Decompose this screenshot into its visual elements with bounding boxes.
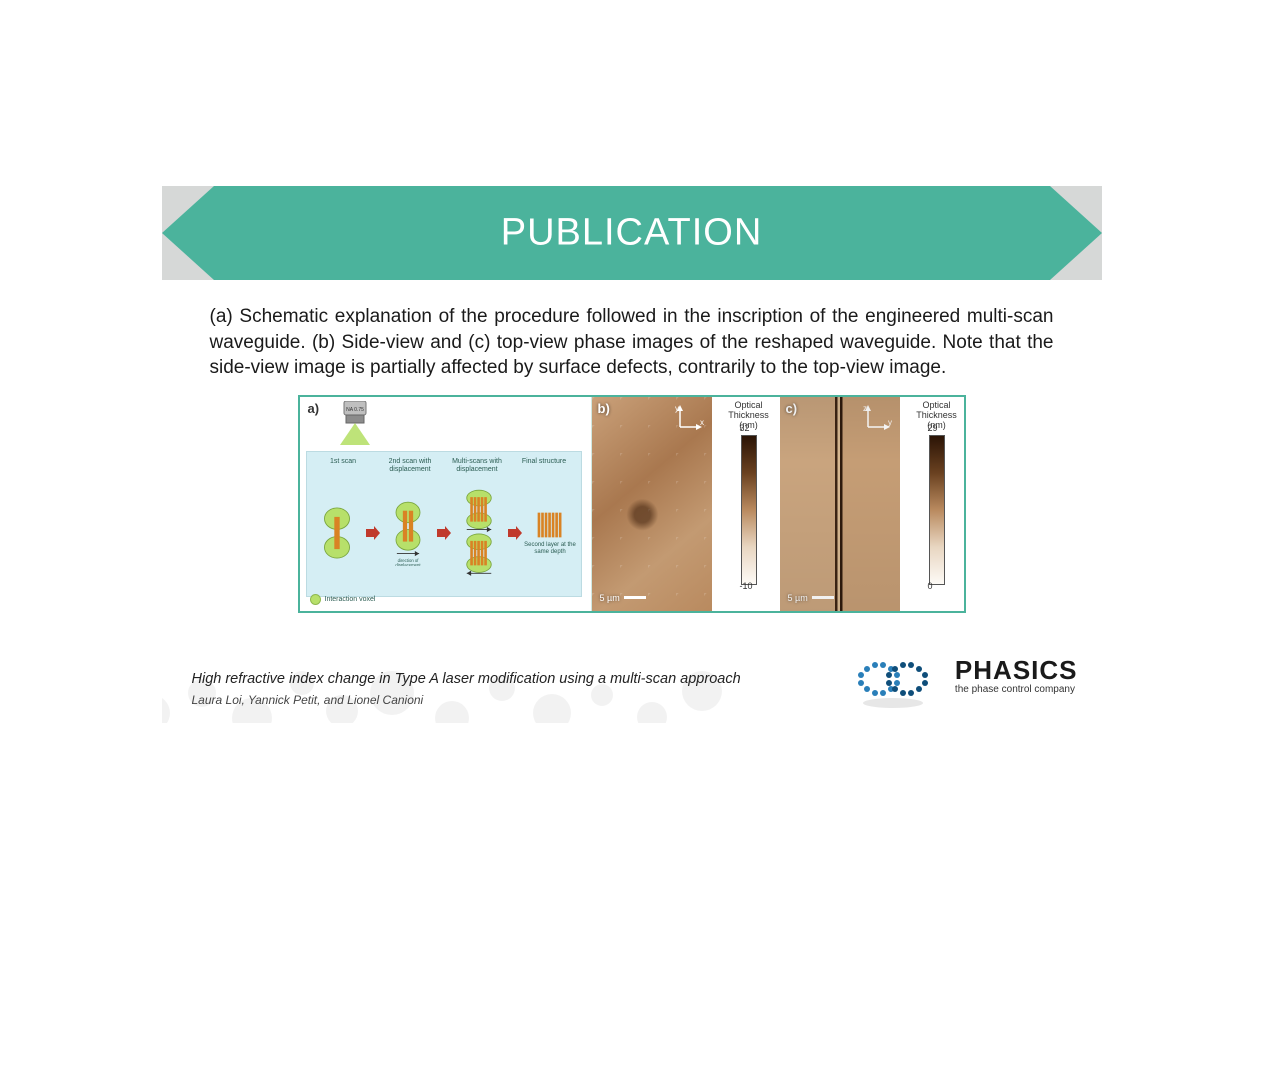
colorbar-c-bar [929, 435, 945, 585]
objective-na-label: NA 0.75 [346, 407, 364, 413]
arrow-3-icon [508, 526, 522, 540]
panel-c-colorbar: Optical Thickness (nm) 29 0 [900, 397, 968, 611]
arrow-1-icon [366, 526, 380, 540]
colorbar-b-bar [741, 435, 757, 585]
panel-b-label: b) [598, 401, 610, 416]
step-3-icon [453, 488, 506, 578]
colorbar-b-min: -10 [740, 581, 753, 591]
panel-b-scalebar-label: 5 µm [600, 593, 620, 603]
colorbar-b-max: 32 [740, 423, 750, 433]
step-title-4: Final structure [512, 458, 577, 473]
legend-voxel: Interaction voxel [310, 594, 376, 605]
scalebar-line-icon [812, 596, 834, 599]
step-4-icon: Second layer at the same depth [524, 510, 577, 555]
colorbar-c-min: 0 [928, 581, 933, 591]
panel-b-scalebar: 5 µm [600, 593, 646, 603]
panel-c-label: c) [786, 401, 798, 416]
step-row: direction of displacement [311, 473, 577, 592]
publication-slide: PUBLICATION (a) Schematic explanation of… [162, 186, 1102, 723]
brand-tagline: the phase control company [955, 684, 1078, 695]
panel-a-label: a) [308, 401, 320, 416]
panel-b-image: b) y x 5 µm [592, 397, 712, 611]
brand-block: PHASICS the phase control company [841, 641, 1078, 709]
panel-c-scalebar-label: 5 µm [788, 593, 808, 603]
step-title-1: 1st scan [311, 458, 376, 473]
step-title-3: Multi-scans with displacement [445, 458, 510, 473]
legend-voxel-label: Interaction voxel [325, 596, 376, 603]
figure-strip: a) NA 0.75 1st scan 2nd scan with displa… [298, 395, 966, 613]
brand-wordmark: PHASICS the phase control company [955, 655, 1078, 695]
svg-text:x: x [700, 418, 704, 427]
step-title-2: 2nd scan with displacement [378, 458, 443, 473]
step-2-icon: direction of displacement [382, 500, 435, 566]
panel-a-schematic: a) NA 0.75 1st scan 2nd scan with displa… [300, 397, 592, 611]
brand-name: PHASICS [955, 655, 1078, 686]
panel-b-colorbar: Optical Thickness (nm) 32 -10 [712, 397, 780, 611]
step-1-icon [311, 505, 364, 561]
scalebar-line-icon [624, 596, 646, 599]
panel-c-image: c) z y 5 µm [780, 397, 900, 611]
svg-text:y: y [675, 404, 679, 413]
header-title: PUBLICATION [162, 212, 1102, 255]
header-banner: PUBLICATION [162, 186, 1102, 280]
objective-icon: NA 0.75 [334, 401, 376, 445]
panel-c-axes-icon: z y [860, 401, 894, 435]
arrow-2-icon [437, 526, 451, 540]
colorbar-c-max: 29 [928, 423, 938, 433]
paper-authors: Laura Loi, Yannick Petit, and Lionel Can… [192, 693, 424, 707]
paper-title: High refractive index change in Type A l… [192, 671, 741, 687]
svg-text:z: z [863, 404, 867, 413]
svg-text:y: y [888, 418, 892, 427]
step-titles: 1st scan 2nd scan with displacement Mult… [311, 458, 577, 473]
phasics-logo-icon [841, 641, 937, 709]
panel-b: b) y x 5 µm Optical Thickness (nm) 32 -1… [592, 397, 780, 611]
panel-c: c) z y 5 µm Optical Thickness (nm) 29 0 [780, 397, 968, 611]
svg-text:displacement: displacement [395, 562, 421, 566]
steps-box: 1st scan 2nd scan with displacement Mult… [306, 451, 582, 597]
panel-c-scalebar: 5 µm [788, 593, 834, 603]
footer: High refractive index change in Type A l… [162, 627, 1102, 723]
second-layer-sublabel: Second layer at the same depth [524, 542, 577, 555]
panel-b-axes-icon: y x [672, 401, 706, 435]
voxel-dot-icon [310, 594, 321, 605]
figure-caption: (a) Schematic explanation of the procedu… [210, 304, 1054, 381]
